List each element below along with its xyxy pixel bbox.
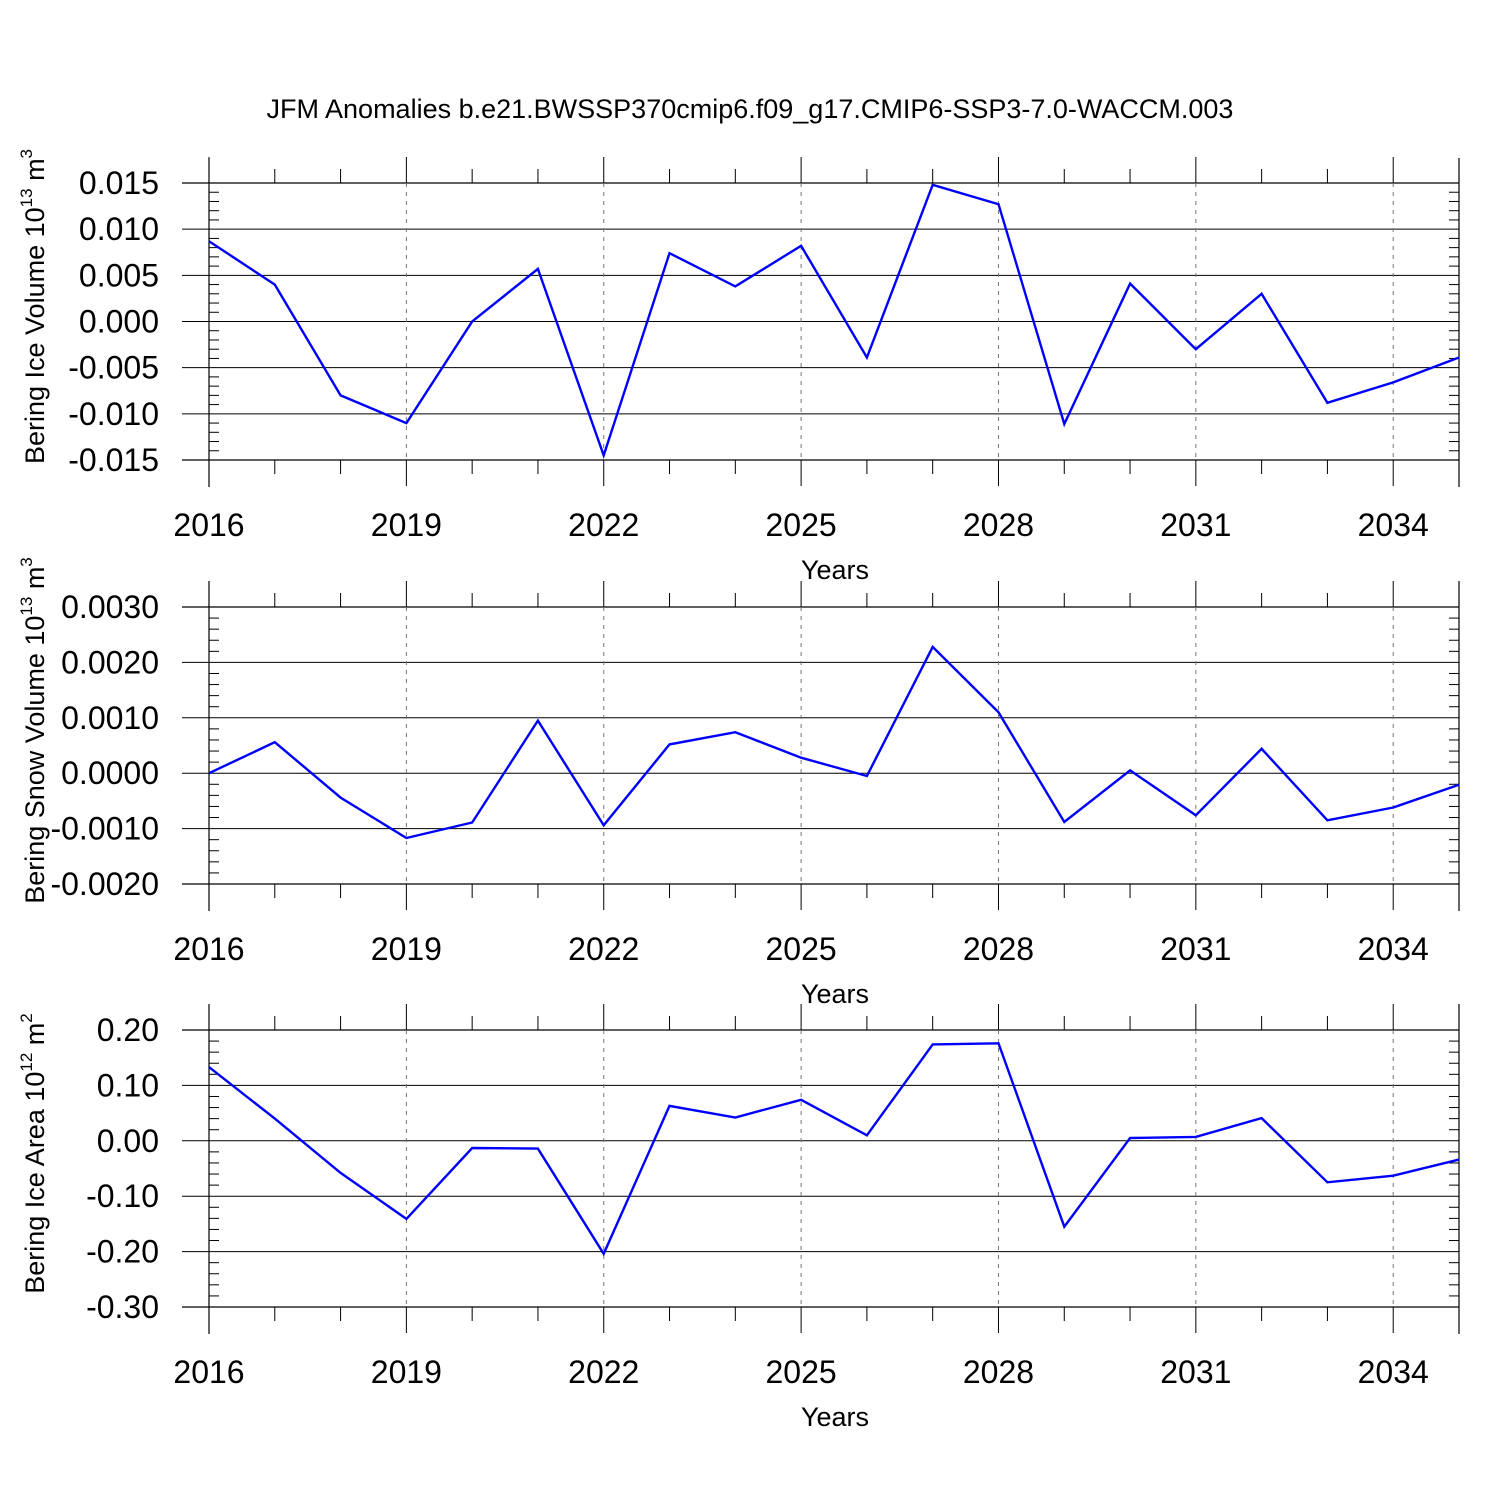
y-tick-label: 0.0000	[61, 755, 159, 791]
series-line	[208, 1042, 1460, 1257]
x-tick-label: 2028	[963, 1354, 1034, 1390]
x-tick-label: 2016	[173, 507, 244, 543]
y-tick-label: -0.010	[68, 396, 159, 432]
x-tick-label: 2019	[371, 507, 442, 543]
series-line	[208, 644, 1460, 840]
x-tick-label: 2022	[568, 931, 639, 967]
x-tick-label: 2034	[1358, 931, 1429, 967]
y-axis-title-main: Bering Ice Area 10	[20, 1072, 50, 1294]
x-axis-title: Years	[801, 1402, 869, 1432]
y-axis-title-unit: m	[20, 567, 50, 597]
x-tick-label: 2022	[568, 507, 639, 543]
y-tick-label: -0.0020	[50, 866, 159, 902]
y-tick-label: 0.0020	[61, 644, 159, 680]
figure-title: JFM Anomalies b.e21.BWSSP370cmip6.f09_g1…	[267, 94, 1234, 124]
y-axis-title-unit: m	[20, 158, 50, 188]
y-axis-title: Bering Snow Volume 1013 m3	[17, 557, 50, 904]
y-axis-title-unit-exp: 3	[17, 557, 36, 566]
x-tick-label: 2025	[766, 931, 837, 967]
y-axis-title-unit: m	[20, 1023, 50, 1053]
x-tick-label: 2028	[963, 931, 1034, 967]
y-tick-label: 0.000	[79, 304, 159, 340]
y-tick-label: 0.20	[97, 1012, 159, 1048]
x-tick-label: 2016	[173, 931, 244, 967]
y-axis-title: Bering Ice Area 1012 m2	[17, 1013, 50, 1294]
y-axis-title-exp: 13	[17, 188, 36, 207]
y-tick-label: -0.005	[68, 350, 159, 386]
y-tick-label: -0.015	[68, 442, 159, 478]
x-tick-label: 2025	[766, 507, 837, 543]
x-axis-title: Years	[801, 979, 869, 1009]
x-tick-label: 2022	[568, 1354, 639, 1390]
y-axis-title-main: Bering Snow Volume 10	[20, 616, 50, 904]
panel-3: 0.20 0.10 0.00 -0.10 -0.20 -0.30 2016 2019 2022 2…	[17, 1004, 1460, 1432]
y-axis-title-exp: 12	[17, 1053, 36, 1072]
x-tick-label: 2016	[173, 1354, 244, 1390]
panels: 0.0150.0100.0050.000-0.005-0.010-0.01520…	[17, 149, 1460, 1432]
series-line	[208, 183, 1460, 460]
y-tick-label: 0.015	[79, 165, 159, 201]
x-tick-label: 2031	[1160, 931, 1231, 967]
y-tick-label: -0.20	[86, 1234, 159, 1270]
y-tick-label: -0.10	[86, 1178, 159, 1214]
x-tick-label: 2025	[766, 1354, 837, 1390]
y-axis-title-main: Bering Ice Volume 10	[20, 207, 50, 464]
x-tick-label: 2028	[963, 507, 1034, 543]
y-tick-label: 0.10	[97, 1067, 159, 1103]
x-tick-label: 2019	[371, 1354, 442, 1390]
x-tick-label: 2031	[1160, 1354, 1231, 1390]
x-axis-title: Years	[801, 555, 869, 585]
y-axis-title-unit-exp: 2	[17, 1013, 36, 1022]
y-tick-label: 0.0010	[61, 700, 159, 736]
y-axis-title: Bering Ice Volume 1013 m3	[17, 149, 50, 464]
y-tick-label: 0.00	[97, 1123, 159, 1159]
x-tick-label: 2031	[1160, 507, 1231, 543]
y-axis-title-unit-exp: 3	[17, 149, 36, 158]
y-tick-label: -0.0010	[50, 811, 159, 847]
x-tick-label: 2019	[371, 931, 442, 967]
panel-2: 0.0030 0.0020 0.0010 0.0000 -0.0010 -0.0020 20…	[17, 557, 1460, 1009]
y-axis-title-exp: 13	[17, 597, 36, 616]
y-tick-label: 0.005	[79, 257, 159, 293]
x-tick-label: 2034	[1358, 1354, 1429, 1390]
y-tick-label: 0.0030	[61, 589, 159, 625]
x-tick-label: 2034	[1358, 507, 1429, 543]
y-tick-label: 0.010	[79, 211, 159, 247]
panel-1: 0.015 0.010 0.005 0.000 -0.005 -0.010 -0.015 20…	[17, 149, 1460, 585]
y-tick-label: -0.30	[86, 1289, 159, 1325]
